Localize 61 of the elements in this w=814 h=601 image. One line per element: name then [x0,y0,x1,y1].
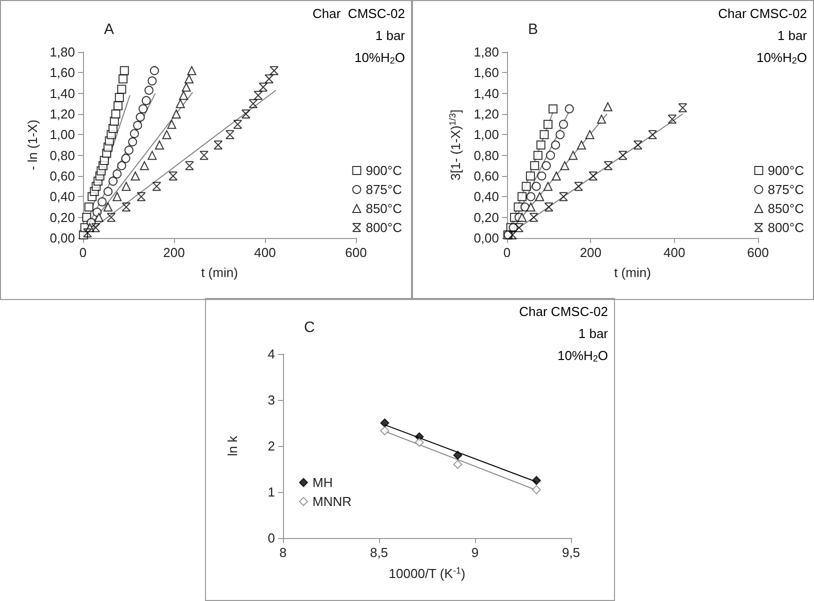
y-tick-label: 1,80 [474,44,499,60]
y-tick-label: 1,00 [50,127,75,142]
y-tick-label: 1,20 [50,106,75,122]
y-tick-label: 4 [268,346,275,362]
legend-label: 875°C [768,182,804,197]
y-axis-title: 3[1- (1-X)1/3] [448,109,463,181]
y-axis-title: ln k [225,435,240,456]
chart-title: C [304,319,315,336]
y-axis-title: - ln (1-X) [24,120,40,170]
x-axis-title: t (min) [201,265,238,280]
legend-label: 900°C [366,163,402,178]
y-tick-label: 1,60 [474,65,499,80]
y-tick-label: 0,60 [50,168,75,184]
text: 1 bar [578,326,609,341]
chart-title: A [104,21,114,38]
text: Char CMSC-02 [519,304,608,319]
y-tick-label: 0,20 [50,210,75,225]
x-tick-label: 600 [345,245,367,260]
x-tick-label: 200 [163,245,185,260]
x-tick-label: 8,5 [370,545,388,560]
y-tick-label: 0,60 [474,168,499,184]
x-axis-title: t (min) [614,265,651,280]
y-tick-label: 3 [268,392,275,408]
legend-label: MNNR [312,494,352,509]
y-tick-label: 0,00 [50,230,75,246]
legend-label: 800°C [366,220,402,235]
y-tick-label: 0,40 [50,189,75,204]
y-tick-label: 0,40 [474,189,499,204]
y-tick-label: 0,00 [474,230,499,246]
y-tick-label: 0,20 [474,210,499,225]
x-tick-label: 400 [254,245,276,260]
y-tick-label: 1,60 [50,65,75,80]
y-tick-label: 1,80 [50,44,75,60]
x-tick-label: 9 [471,545,479,560]
y-tick-label: 1,40 [50,86,75,101]
x-tick-label: 200 [580,245,602,260]
legend-label: 850°C [768,201,804,216]
y-tick-label: 0,80 [50,148,75,163]
text: 1 bar [375,28,406,43]
legend-label: MH [312,475,333,490]
legend-label: 900°C [768,163,804,178]
legend-label: 875°C [366,182,402,197]
legend-label: 800°C [768,220,804,235]
text: 1 bar [777,28,808,43]
x-tick-label: 0 [79,245,87,260]
x-tick-label: 400 [663,245,686,260]
x-tick-label: 8 [279,545,287,560]
y-tick-label: 1,20 [474,106,499,122]
text: Char CMSC-02 [312,6,405,21]
y-tick-label: 0 [268,530,275,546]
x-tick-label: 0 [503,245,511,260]
x-tick-label: 9,5 [562,545,580,560]
legend-label: 850°C [366,201,402,216]
chart-title: B [528,21,538,38]
y-tick-label: 1,40 [474,86,499,101]
y-tick-label: 0,80 [474,148,499,163]
y-tick-label: 1,00 [474,127,499,142]
y-tick-label: 2 [268,438,275,454]
x-tick-label: 600 [747,245,769,260]
y-tick-label: 1 [268,484,275,500]
text: Char CMSC-02 [718,6,808,21]
